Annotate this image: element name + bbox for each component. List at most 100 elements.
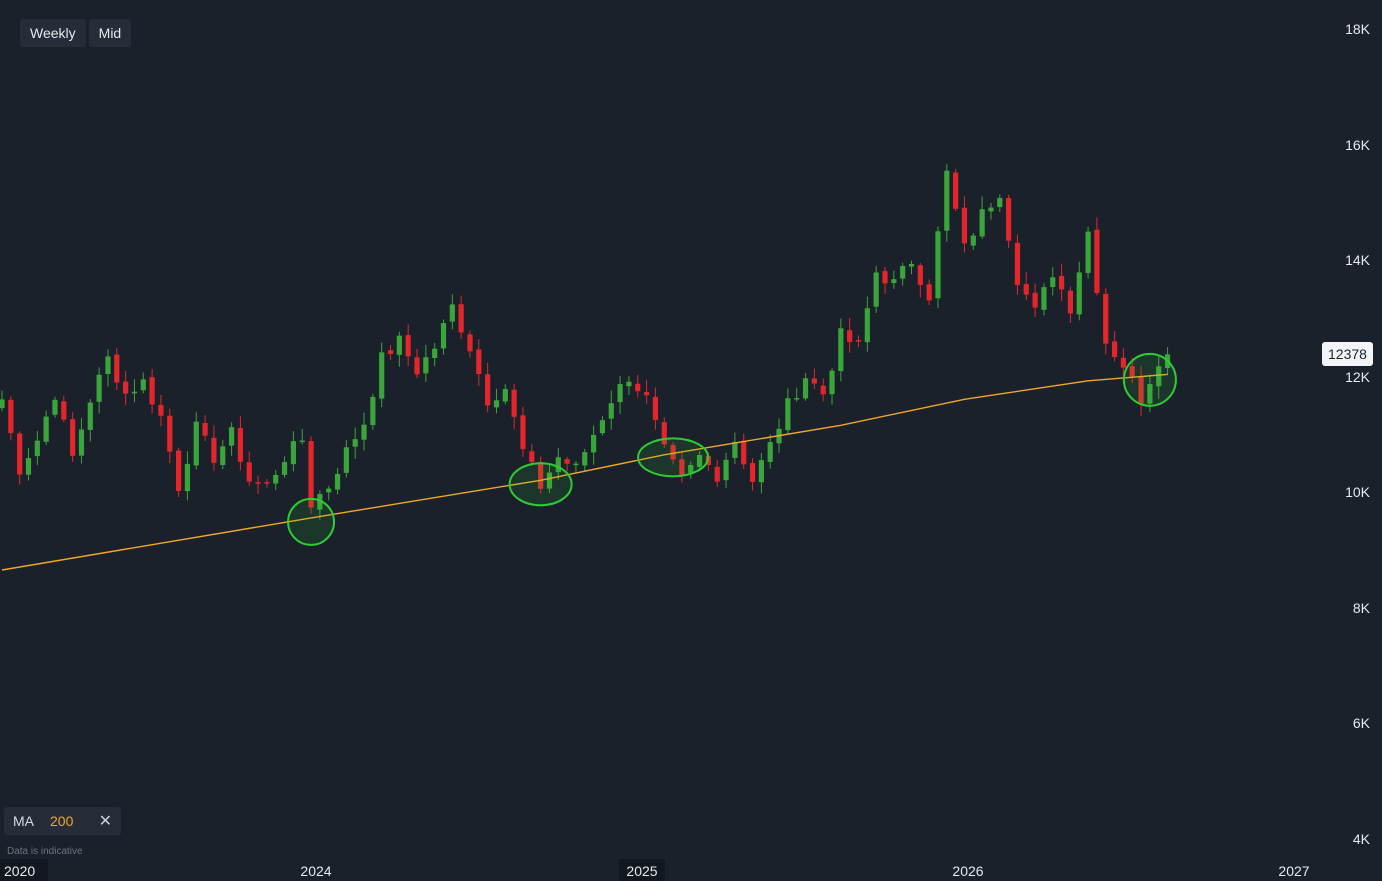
candle-body <box>599 420 606 434</box>
candle-body <box>670 445 676 460</box>
candle-body <box>855 340 862 342</box>
candle-body <box>25 458 32 475</box>
candle-body <box>802 378 809 399</box>
candle-body <box>1103 293 1109 344</box>
y-tick-label: 10K <box>1345 484 1371 500</box>
candle-body <box>334 473 341 490</box>
indicator-name: MA <box>13 813 34 829</box>
y-tick-label: 14K <box>1345 252 1371 268</box>
candle-body <box>732 441 738 458</box>
candle-body <box>193 421 199 466</box>
candle-body <box>379 352 385 399</box>
y-tick-label: 12K <box>1345 369 1371 385</box>
y-axis: 18K 16K 14K 12K 10K 8K 6K 4K <box>1345 21 1371 847</box>
price-type-button[interactable]: Mid <box>88 19 132 47</box>
candle-body <box>538 461 544 489</box>
close-icon[interactable]: ✕ <box>98 813 112 830</box>
candle-body <box>123 381 129 394</box>
candle-body <box>158 404 164 416</box>
candle-body <box>652 396 659 420</box>
candle-body <box>202 422 208 436</box>
candle-body <box>308 441 314 508</box>
candle-body <box>741 440 747 465</box>
candle-body <box>211 437 217 463</box>
candle-body <box>926 284 932 301</box>
candle-body <box>785 398 791 431</box>
candle-body <box>917 265 923 285</box>
candle-body <box>1059 276 1065 290</box>
candle-body <box>582 452 588 466</box>
candle-body <box>176 450 182 491</box>
x-tick-highlight <box>0 859 48 881</box>
candle-body <box>299 440 305 443</box>
candle-body <box>829 370 835 395</box>
candle-body <box>767 442 773 462</box>
candle-body <box>591 434 597 453</box>
candle-body <box>449 304 455 322</box>
candle-body <box>900 266 906 279</box>
candle-body <box>891 279 897 284</box>
candle-body <box>493 400 500 408</box>
candle-body <box>78 429 85 456</box>
candle-body <box>714 466 720 482</box>
candle-body <box>988 207 994 212</box>
candle-body <box>61 401 67 420</box>
y-tick-label: 16K <box>1345 137 1371 153</box>
candle-body <box>105 356 111 374</box>
candle-body <box>555 457 561 473</box>
x-tick-label: 2025 <box>626 863 657 879</box>
candle-body <box>343 447 349 473</box>
candle-body <box>758 460 764 483</box>
candle-body <box>34 440 40 457</box>
candle-body <box>997 197 1003 208</box>
ma-200-line <box>1 373 1168 571</box>
candle-body <box>1156 366 1162 387</box>
candle-body <box>564 459 570 464</box>
indicator-period[interactable]: 200 <box>50 813 74 829</box>
x-tick-label: 2020 <box>4 863 35 879</box>
disclaimer-text: Data is indicative <box>7 846 83 857</box>
candle-body <box>635 383 641 392</box>
interval-button[interactable]: Weekly <box>20 19 86 47</box>
candle-body <box>626 381 632 387</box>
candle-body <box>979 209 985 237</box>
candle-body <box>228 427 235 446</box>
candle-body <box>1147 384 1153 404</box>
candle-body <box>396 335 402 355</box>
candle-body <box>1138 376 1144 405</box>
candle-body <box>1041 287 1047 310</box>
candle-body <box>696 455 703 467</box>
candle-body <box>847 330 853 343</box>
candle-body <box>220 446 226 465</box>
candle-body <box>184 463 191 492</box>
last-price-label: 12378 <box>1322 342 1373 366</box>
candle-body <box>281 462 288 475</box>
candle-body <box>273 474 279 484</box>
candlestick-series <box>0 164 1171 520</box>
candle-body <box>864 308 870 343</box>
candle-body <box>617 384 623 403</box>
candle-body <box>1067 290 1074 314</box>
candle-body <box>255 482 261 484</box>
candle-body <box>661 422 667 445</box>
candle-body <box>414 357 420 375</box>
candle-body <box>520 415 526 450</box>
candle-body <box>140 379 146 391</box>
candle-body <box>131 391 138 394</box>
candle-body <box>70 419 76 456</box>
candle-body <box>8 399 14 434</box>
candle-body <box>405 335 411 357</box>
candle-body <box>467 334 473 352</box>
x-tick-highlight <box>619 859 665 881</box>
candle-body <box>794 398 800 400</box>
candle-body <box>361 424 367 440</box>
candle-body <box>1006 198 1012 241</box>
indicator-chip[interactable]: MA 200 ✕ <box>4 807 121 835</box>
y-tick-label: 18K <box>1345 21 1371 37</box>
candle-body <box>961 207 968 244</box>
candle-body <box>149 377 155 405</box>
candle-body <box>1050 277 1056 288</box>
candle-body <box>679 459 685 475</box>
candle-body <box>1023 284 1029 295</box>
